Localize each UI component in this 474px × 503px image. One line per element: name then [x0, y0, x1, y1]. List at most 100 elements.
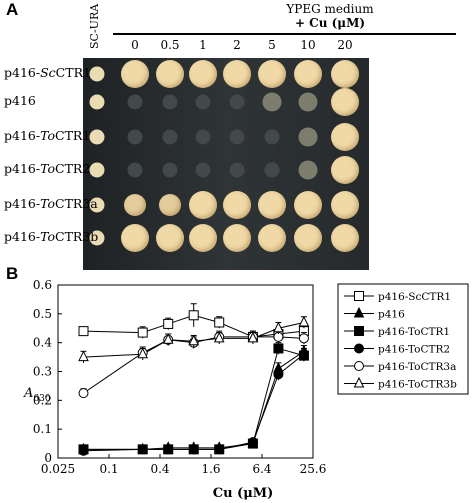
- colony-spot: [229, 94, 245, 110]
- data-point: [137, 444, 148, 455]
- colony-spot: [331, 123, 359, 151]
- y-tick-label: 0: [44, 451, 52, 465]
- strain-label-prefix: p416-: [4, 229, 41, 244]
- colony-spot: [258, 224, 286, 252]
- colony-spot: [189, 191, 217, 219]
- concentration-label: 10: [300, 38, 316, 52]
- strain-label-gene: CTR2: [55, 161, 91, 176]
- series-line: [83, 353, 305, 452]
- y-axis-label-sub: 630: [33, 394, 50, 404]
- strain-label-prefix: p416-: [4, 196, 41, 211]
- colony-spot: [229, 129, 245, 145]
- legend-label: p416-ToCTR3b: [378, 379, 457, 391]
- strain-label: p416-ToCTR3a: [4, 196, 98, 211]
- cu-label: + Cu (μM): [294, 16, 366, 30]
- colony-spot: [156, 60, 184, 88]
- colony-spot: [294, 60, 322, 88]
- colony-spot: [258, 60, 286, 88]
- panel-b-letter: B: [6, 264, 19, 283]
- legend-label: p416-ScCTR1: [378, 291, 451, 303]
- concentration-label: 0: [131, 38, 139, 52]
- y-axis-label-main: A: [23, 386, 33, 401]
- colony-spot: [223, 224, 251, 252]
- data-point: [78, 445, 89, 456]
- data-point: [162, 333, 174, 344]
- legend-box: [337, 283, 469, 395]
- data-point: [137, 327, 148, 338]
- colony-spot: [162, 94, 178, 110]
- strain-label-gene: CTR3b: [55, 229, 99, 244]
- strain-label-prefix: p416: [4, 93, 36, 108]
- data-point: [137, 347, 149, 359]
- colony-spot: [195, 129, 211, 145]
- legend-label: p416-ToCTR3a: [378, 361, 456, 373]
- data-point: [78, 350, 89, 362]
- colony-spot: [331, 88, 359, 116]
- concentration-label: 1: [199, 38, 207, 52]
- colony-spot: [127, 129, 143, 145]
- concentration-label: 20: [337, 38, 353, 52]
- colony-spot: [121, 60, 149, 88]
- x-tick-label: 0.025: [41, 462, 75, 476]
- colony-spot: [298, 92, 318, 112]
- x-tick-label: 1.6: [201, 462, 220, 476]
- data-point: [247, 437, 258, 448]
- strain-label-gene: CTR3a: [55, 196, 98, 211]
- colony-spot: [162, 129, 178, 145]
- y-tick-label: 0.6: [33, 278, 52, 292]
- data-point: [273, 369, 284, 380]
- data-point: [78, 326, 89, 337]
- y-tick-label: 0.3: [33, 365, 52, 379]
- data-point: [354, 291, 364, 301]
- control-colony: [89, 129, 105, 145]
- strain-label-species: Sc: [40, 65, 56, 80]
- data-point: [188, 334, 200, 346]
- y-tick-label: 0.2: [33, 393, 52, 407]
- colony-spot: [294, 191, 322, 219]
- data-point: [273, 321, 284, 333]
- strain-label: p416-ToCTR1: [4, 128, 90, 143]
- header-rule: [113, 33, 456, 35]
- colony-spot: [264, 129, 280, 145]
- medium-label: YPEG medium: [286, 2, 374, 16]
- panel-a-letter: A: [6, 0, 19, 19]
- y-tick-label: 0.1: [33, 422, 52, 436]
- control-colony: [89, 66, 105, 82]
- chart-series: [78, 303, 310, 456]
- data-point: [353, 306, 365, 318]
- strain-label-gene: CTR1: [55, 65, 91, 80]
- colony-spot: [127, 94, 143, 110]
- data-point: [354, 326, 364, 336]
- colony-spot: [223, 60, 251, 88]
- colony-spot: [156, 224, 184, 252]
- strain-label: p416: [4, 93, 36, 108]
- colony-spot: [298, 127, 318, 147]
- colony-spot: [159, 194, 181, 216]
- data-point: [273, 343, 284, 354]
- control-colony: [89, 162, 105, 178]
- data-point: [354, 343, 364, 354]
- x-tick-label: 6.4: [252, 462, 271, 476]
- colony-spot: [162, 162, 178, 178]
- legend-label: p416: [378, 309, 405, 321]
- data-point: [354, 361, 364, 371]
- data-point: [188, 444, 199, 455]
- colony-spot: [229, 162, 245, 178]
- strain-label-prefix: p416-: [4, 161, 41, 176]
- data-point: [188, 310, 199, 321]
- data-point: [298, 349, 309, 360]
- concentration-label: 5: [268, 38, 276, 52]
- y-tick-label: 0.4: [33, 336, 52, 350]
- colony-spot: [195, 94, 211, 110]
- x-axis-label: Cu (μM): [213, 486, 274, 501]
- data-point: [298, 333, 309, 344]
- data-point: [78, 388, 89, 399]
- control-colony: [89, 197, 105, 213]
- colony-spot: [121, 224, 149, 252]
- chart-legend: p416-ScCTR1 p416 p416-ToCTR1 p416-ToCTR2 p41…: [337, 283, 469, 395]
- legend-label: p416-ToCTR2: [378, 344, 450, 356]
- concentration-label: 2: [233, 38, 241, 52]
- colony-spot: [223, 191, 251, 219]
- strain-label-gene: CTR1: [55, 128, 91, 143]
